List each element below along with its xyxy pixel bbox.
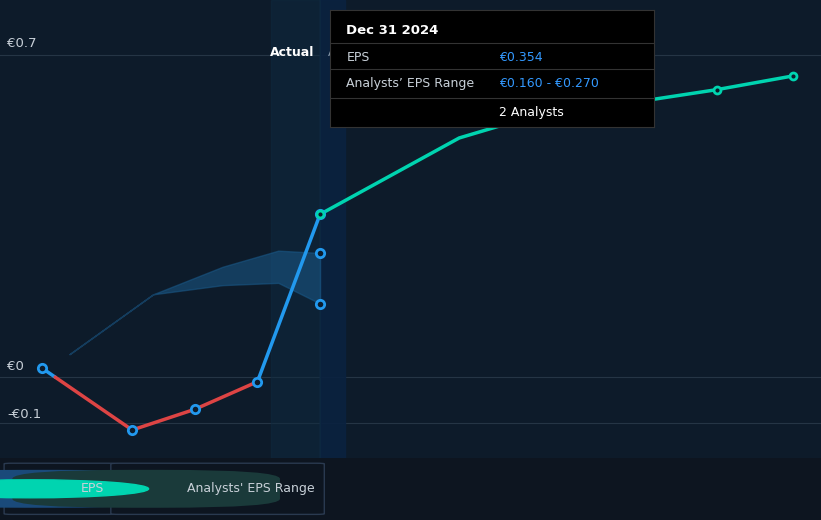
Text: €0.160 - €0.270: €0.160 - €0.270	[498, 77, 599, 90]
Circle shape	[0, 480, 149, 498]
FancyBboxPatch shape	[12, 470, 280, 508]
Text: Dec 31 2024: Dec 31 2024	[346, 24, 438, 37]
FancyBboxPatch shape	[111, 463, 324, 514]
Text: EPS: EPS	[346, 51, 369, 64]
FancyBboxPatch shape	[0, 470, 173, 508]
Text: Analysts Forecasts: Analysts Forecasts	[328, 46, 445, 59]
Text: €0.354: €0.354	[498, 51, 543, 64]
Bar	[320, 0, 345, 458]
Text: -€0.1: -€0.1	[7, 408, 41, 421]
Text: €0: €0	[7, 360, 24, 373]
Text: €0.7: €0.7	[7, 37, 36, 50]
FancyBboxPatch shape	[4, 463, 115, 514]
Text: Analysts' EPS Range: Analysts' EPS Range	[187, 483, 314, 495]
Text: 2 Analysts: 2 Analysts	[498, 106, 563, 119]
Text: Analysts’ EPS Range: Analysts’ EPS Range	[346, 77, 475, 90]
Text: EPS: EPS	[80, 483, 103, 495]
Circle shape	[0, 480, 42, 498]
Bar	[272, 0, 320, 458]
Text: Actual: Actual	[270, 46, 314, 59]
